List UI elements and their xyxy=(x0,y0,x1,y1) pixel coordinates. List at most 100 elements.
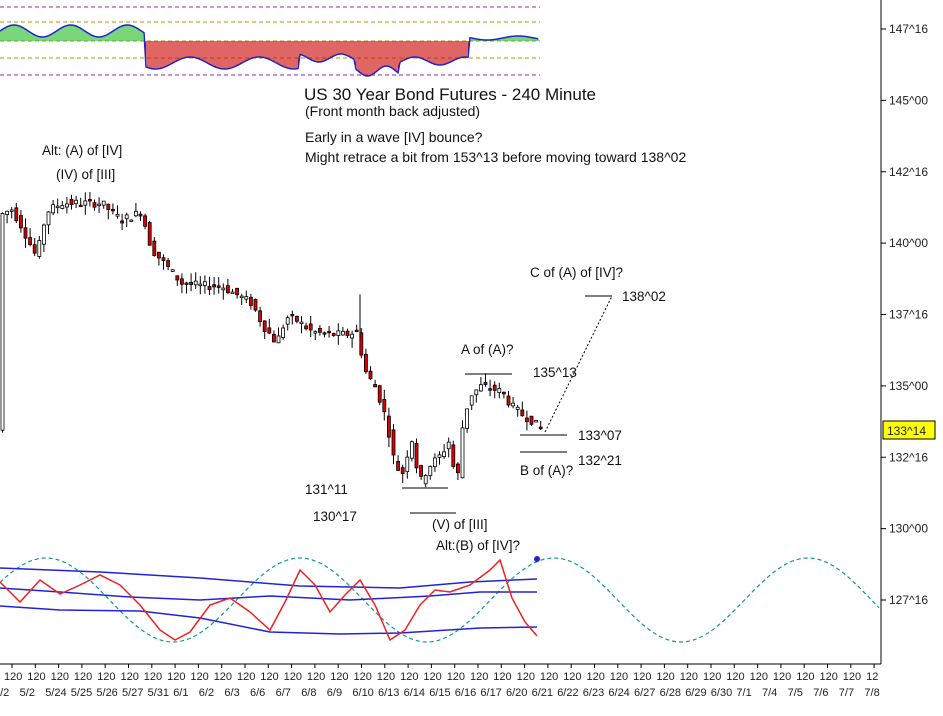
x-tick-interval: 120 xyxy=(587,671,605,683)
band-lower xyxy=(0,605,538,635)
candle-down xyxy=(111,208,115,212)
candle-up xyxy=(198,283,203,286)
candle-down xyxy=(152,240,157,256)
y-tick-label: 145^00 xyxy=(889,93,928,107)
candle-down xyxy=(327,330,332,334)
annotation-level-135-13: 135^13 xyxy=(533,365,577,380)
x-tick-date: 5/25 xyxy=(71,687,92,699)
x-tick-date: 6/3 xyxy=(224,687,239,699)
x-tick-date: 5/2 xyxy=(0,687,9,699)
candle-down xyxy=(525,417,529,423)
candle-up xyxy=(336,330,341,336)
candle-up xyxy=(299,321,304,325)
annotation-c-of-a-of-iv: C of (A) of [IV]? xyxy=(530,265,623,280)
candle-down xyxy=(492,384,497,391)
x-tick-date: 7/1 xyxy=(736,687,751,699)
candle-up xyxy=(432,457,437,468)
candle-down xyxy=(322,332,327,335)
candle-down xyxy=(304,325,309,330)
candle-up xyxy=(170,269,175,272)
x-tick-interval: 120 xyxy=(843,671,861,683)
candle-up xyxy=(423,474,428,485)
y-tick-label: 135^00 xyxy=(889,379,928,393)
annotation-target-138-02: 138^02 xyxy=(622,289,666,304)
x-tick-interval: 120 xyxy=(493,671,511,683)
x-tick-interval: 120 xyxy=(190,671,208,683)
annotation-alt-a-of-iv: Alt: (A) of [IV] xyxy=(42,143,122,158)
candle-down xyxy=(106,203,111,210)
candle-down xyxy=(529,415,534,425)
last-price-label: 133^14 xyxy=(887,424,926,438)
x-tick-date: 6/1 xyxy=(173,687,188,699)
candle-up xyxy=(281,327,286,338)
candle-down xyxy=(419,465,424,477)
candle-down xyxy=(414,442,419,469)
candle-up xyxy=(97,203,101,206)
x-tick-date: 7/5 xyxy=(788,687,803,699)
x-tick-date: 5/24 xyxy=(45,687,66,699)
candle-down xyxy=(451,444,456,467)
candle-down xyxy=(290,313,295,317)
x-tick-interval: 120 xyxy=(470,671,488,683)
candle-down xyxy=(294,316,299,322)
candle-up xyxy=(65,203,69,208)
candle-up xyxy=(51,204,55,214)
candle-down xyxy=(391,429,396,456)
x-tick-date: 6/15 xyxy=(429,687,450,699)
candle-down xyxy=(363,353,368,373)
candle-down xyxy=(271,333,276,343)
candle-down xyxy=(359,332,364,356)
candle-down xyxy=(235,287,240,296)
candle-up xyxy=(437,454,442,458)
candle-down xyxy=(143,215,148,227)
candle-down xyxy=(216,285,221,288)
annotation-level-131-11: 131^11 xyxy=(305,482,348,497)
price-axis: 147^16 145^00 142^16 140^00 137^16 135^00 132^… xyxy=(881,22,928,607)
x-tick-date: 6/21 xyxy=(532,687,553,699)
time-axis: 120 120 120 120 120 120 120 120 120 120 120 120 120 1… xyxy=(0,664,880,699)
candle-down xyxy=(377,385,382,403)
x-tick-date: 6/24 xyxy=(608,687,629,699)
x-tick-interval: 120 xyxy=(144,671,162,683)
x-tick-date: 5/27 xyxy=(122,687,143,699)
candle-down xyxy=(14,207,19,222)
level-lines xyxy=(402,295,613,514)
x-tick-date: 6/17 xyxy=(480,687,501,699)
x-tick-interval: 120 xyxy=(74,671,92,683)
x-tick-date: 6/27 xyxy=(634,687,655,699)
price-candles xyxy=(0,192,543,488)
band-upper xyxy=(0,567,538,589)
x-tick-date: 6/28 xyxy=(660,687,681,699)
candle-down xyxy=(207,286,212,290)
candle-up xyxy=(474,389,479,396)
candle-up xyxy=(428,466,433,477)
x-tick-interval: 120 xyxy=(400,671,418,683)
candle-down xyxy=(23,227,28,239)
x-tick-date: 7/4 xyxy=(762,687,777,699)
candle-down xyxy=(18,215,23,229)
annotation-a-of-a: A of (A)? xyxy=(461,342,514,357)
candle-down xyxy=(253,298,258,311)
x-tick-date: 6/9 xyxy=(327,687,342,699)
candle-up xyxy=(409,441,414,459)
candle-down xyxy=(501,391,506,395)
candle-down xyxy=(308,323,313,331)
candle-down xyxy=(386,415,391,438)
x-tick-date: 6/13 xyxy=(378,687,399,699)
candle-up xyxy=(405,456,410,473)
candle-down xyxy=(455,463,460,474)
candle-up xyxy=(0,213,5,431)
candle-up xyxy=(446,441,451,450)
candle-up xyxy=(83,200,88,206)
chart-subtitle: (Front month back adjusted) xyxy=(305,103,480,119)
x-tick-date: 7/6 xyxy=(813,687,828,699)
x-tick-interval: 120 xyxy=(680,671,698,683)
x-tick-date: 6/29 xyxy=(685,687,706,699)
candle-up xyxy=(46,211,51,226)
candle-down xyxy=(354,329,359,333)
cycle-wave xyxy=(0,557,880,643)
candle-up xyxy=(460,427,465,479)
x-tick-interval: 120 xyxy=(517,671,535,683)
x-tick-interval: 120 xyxy=(656,671,674,683)
